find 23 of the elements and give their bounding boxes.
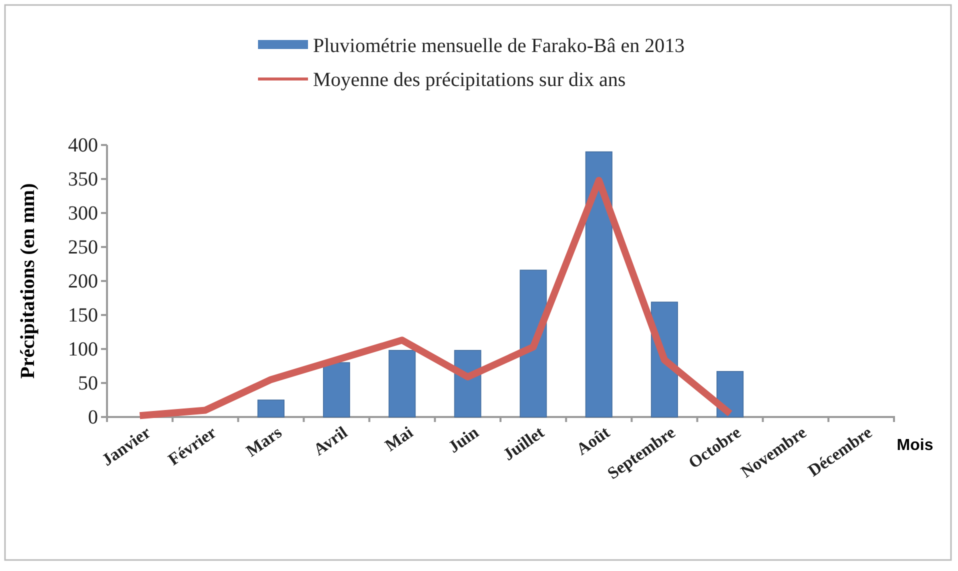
y-tick-label: 400	[68, 134, 98, 156]
legend-label: Moyenne des précipitations sur dix ans	[313, 69, 626, 91]
y-axis-title: Précipitations (en mm)	[17, 183, 39, 379]
y-tick-label: 150	[68, 304, 98, 326]
bar	[716, 371, 744, 418]
bar	[388, 350, 416, 418]
bar	[257, 400, 284, 418]
x-tick-label: Août	[572, 422, 614, 459]
x-axis-title: Mois	[896, 437, 934, 454]
y-tick-label: 300	[68, 202, 98, 224]
y-tick-label: 100	[68, 338, 98, 360]
y-tick-label: 350	[68, 168, 98, 190]
bar	[585, 151, 612, 418]
y-tick-label: 250	[68, 236, 98, 258]
y-tick-label: 200	[68, 270, 98, 292]
y-tick-label: 0	[88, 406, 98, 428]
x-tick-label: Mai	[382, 422, 417, 456]
y-tick-label: 50	[78, 372, 98, 394]
bar	[520, 270, 547, 418]
x-tick-label: Juin	[444, 422, 482, 457]
legend-label: Pluviométrie mensuelle de Farako-Bâ en 2013	[313, 35, 685, 57]
x-tick-label: Mars	[242, 422, 286, 460]
bar	[323, 362, 350, 418]
